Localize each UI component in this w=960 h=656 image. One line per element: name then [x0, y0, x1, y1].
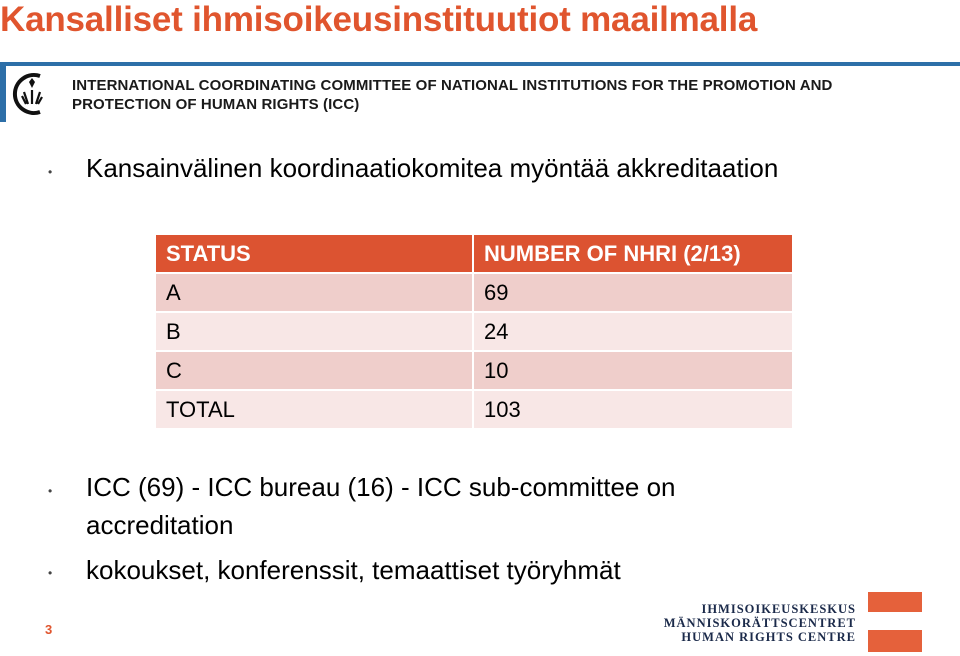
table-row: C 10	[154, 350, 794, 391]
bullet-icc-bodies-line2: accreditation	[86, 510, 234, 540]
hrc-footer-logo: IHMISOIKEUSKESKUS MÄNNISKORÄTTSCENTRET H…	[636, 602, 856, 644]
banner-line-2: PROTECTION OF HUMAN RIGHTS (ICC)	[72, 96, 360, 113]
icc-banner: INTERNATIONAL COORDINATING COMMITTEE OF …	[0, 62, 960, 122]
bullet-dot: •	[48, 165, 53, 179]
bullet-meetings: kokoukset, konferenssit, temaattiset työ…	[86, 555, 621, 585]
bullet-accreditation: Kansainvälinen koordinaatiokomitea myönt…	[86, 153, 779, 183]
footer-line-3: HUMAN RIGHTS CENTRE	[681, 630, 856, 644]
status-cell: TOTAL	[154, 389, 474, 430]
banner-line-1: INTERNATIONAL COORDINATING COMMITTEE OF …	[72, 77, 833, 94]
accent-square-bottom	[868, 630, 922, 652]
header-number: NUMBER OF NHRI (2/13)	[472, 233, 794, 274]
count-cell: 69	[472, 272, 794, 313]
bullet-icc-bodies-line1: ICC (69) - ICC bureau (16) - ICC sub-com…	[86, 472, 676, 502]
status-cell: C	[154, 350, 474, 391]
bullet-dot: •	[48, 484, 53, 498]
status-cell: B	[154, 311, 474, 352]
table-row: TOTAL 103	[154, 389, 794, 430]
icc-banner-text: INTERNATIONAL COORDINATING COMMITTEE OF …	[72, 76, 833, 114]
count-cell: 10	[472, 350, 794, 391]
icc-logo-icon	[12, 73, 43, 115]
nhri-status-table: STATUS NUMBER OF NHRI (2/13) A 69 B 24 C…	[154, 233, 794, 430]
bullet-dot: •	[48, 566, 53, 580]
slide-title: Kansalliset ihmisoikeusinstituutiot maai…	[0, 0, 758, 39]
count-cell: 24	[472, 311, 794, 352]
footer-line-1: IHMISOIKEUSKESKUS	[701, 602, 856, 616]
page-number: 3	[45, 622, 53, 637]
status-cell: A	[154, 272, 474, 313]
header-status: STATUS	[154, 233, 474, 274]
table-row: B 24	[154, 311, 794, 352]
footer-line-2: MÄNNISKORÄTTSCENTRET	[663, 616, 856, 630]
accent-square-top	[868, 592, 922, 612]
count-cell: 103	[472, 389, 794, 430]
table-row: A 69	[154, 272, 794, 313]
table-header-row: STATUS NUMBER OF NHRI (2/13)	[154, 233, 794, 274]
